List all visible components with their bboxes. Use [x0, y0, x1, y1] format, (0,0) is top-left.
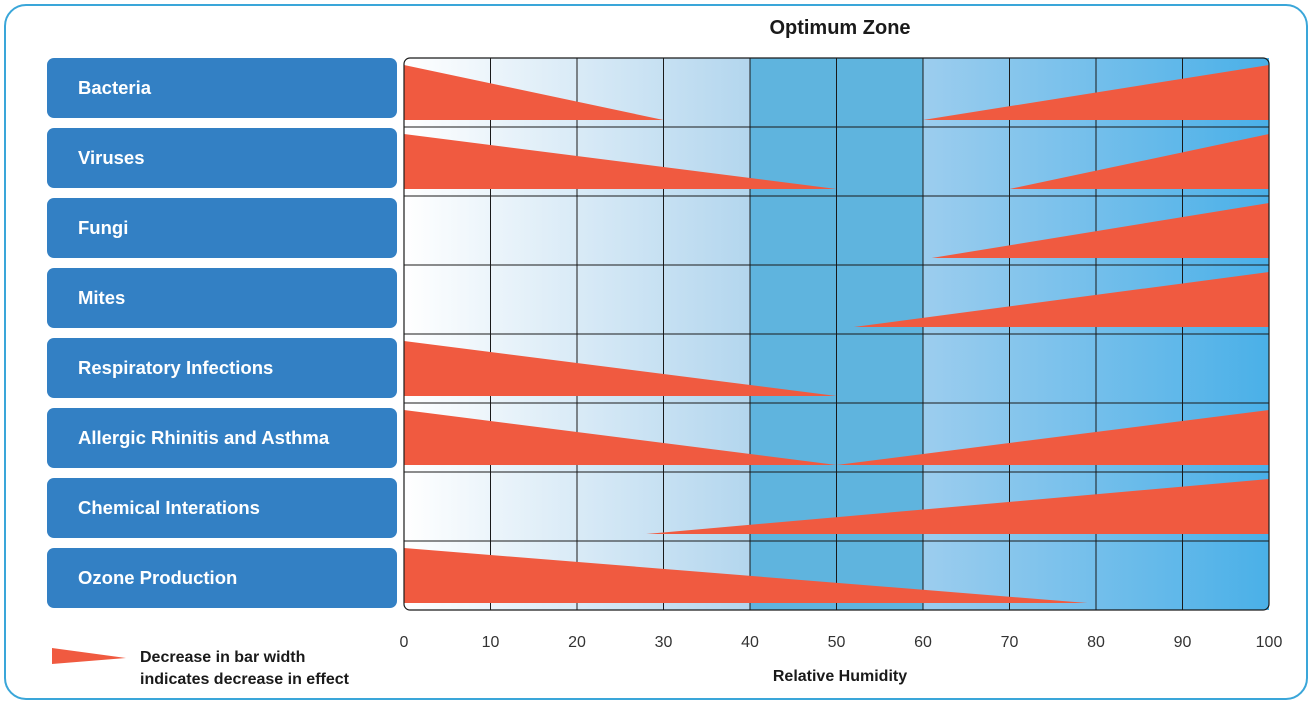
effect-wedge — [404, 410, 837, 465]
legend-note: Decrease in bar width indicates decrease… — [140, 647, 349, 691]
category-label: Bacteria — [47, 58, 397, 118]
category-label: Chemical Interations — [47, 478, 397, 538]
x-tick-label: 60 — [914, 634, 932, 651]
category-label: Viruses — [47, 128, 397, 188]
effect-wedge — [923, 65, 1269, 120]
legend-line: Decrease in bar width — [140, 649, 306, 666]
x-tick-label: 10 — [481, 634, 500, 651]
effect-wedge — [404, 548, 1088, 603]
x-tick-label: 90 — [1173, 634, 1192, 651]
effect-wedge — [646, 479, 1269, 534]
x-axis-label: Relative Humidity — [772, 668, 908, 685]
category-label: Ozone Production — [47, 548, 397, 608]
effect-wedge — [836, 410, 1269, 465]
category-label: Fungi — [47, 198, 397, 258]
effect-wedge — [931, 203, 1269, 258]
x-tick-label: 40 — [741, 634, 759, 651]
category-label: Allergic Rhinitis and Asthma — [47, 408, 397, 468]
legend-line: indicates decrease in effect — [140, 671, 349, 688]
x-tick-label: 100 — [1255, 634, 1283, 651]
effect-wedge — [404, 65, 664, 120]
x-tick-label: 50 — [827, 634, 846, 651]
category-label: Respiratory Infections — [47, 338, 397, 398]
x-tick-label: 0 — [399, 634, 409, 651]
x-tick-label: 80 — [1087, 634, 1105, 651]
x-tick-label: 30 — [654, 634, 673, 651]
effect-wedge — [853, 272, 1269, 327]
legend-wedge-icon — [52, 648, 126, 664]
x-tick-label: 70 — [1000, 634, 1019, 651]
effect-wedge — [1009, 134, 1269, 189]
plot-border — [403, 57, 1270, 611]
x-tick-label: 20 — [568, 634, 586, 651]
chart-frame — [4, 4, 1308, 700]
effect-wedge — [404, 341, 837, 396]
optimum-zone-title: Optimum Zone — [769, 17, 911, 39]
effect-wedge — [404, 134, 837, 189]
category-label: Mites — [47, 268, 397, 328]
